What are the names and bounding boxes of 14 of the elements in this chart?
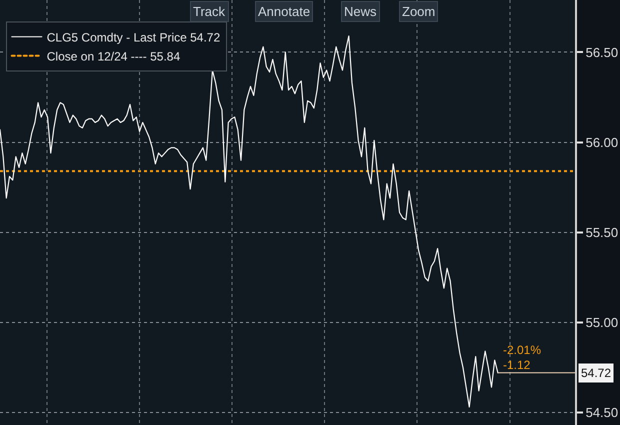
data-label: 54.72	[581, 366, 612, 380]
text: -2.01%	[503, 343, 542, 357]
text: -1.12	[503, 358, 531, 372]
y-tick-label: 55.00	[586, 314, 618, 330]
y-tick-label: 56.50	[586, 44, 618, 60]
y-tick-label: 56.00	[586, 134, 618, 150]
legend-label: Close on 12/24 ---- 55.84	[46, 49, 180, 64]
annotation: Annotate	[258, 4, 310, 19]
legend-label: CLG5 Comdty - Last Price 54.72	[46, 30, 220, 44]
y-tick-label: 55.50	[586, 224, 618, 240]
annotation: Track	[193, 4, 226, 19]
y-tick-label: 54.50	[586, 404, 618, 420]
annotation: News	[344, 4, 378, 19]
annotation: Zoom	[402, 4, 436, 19]
